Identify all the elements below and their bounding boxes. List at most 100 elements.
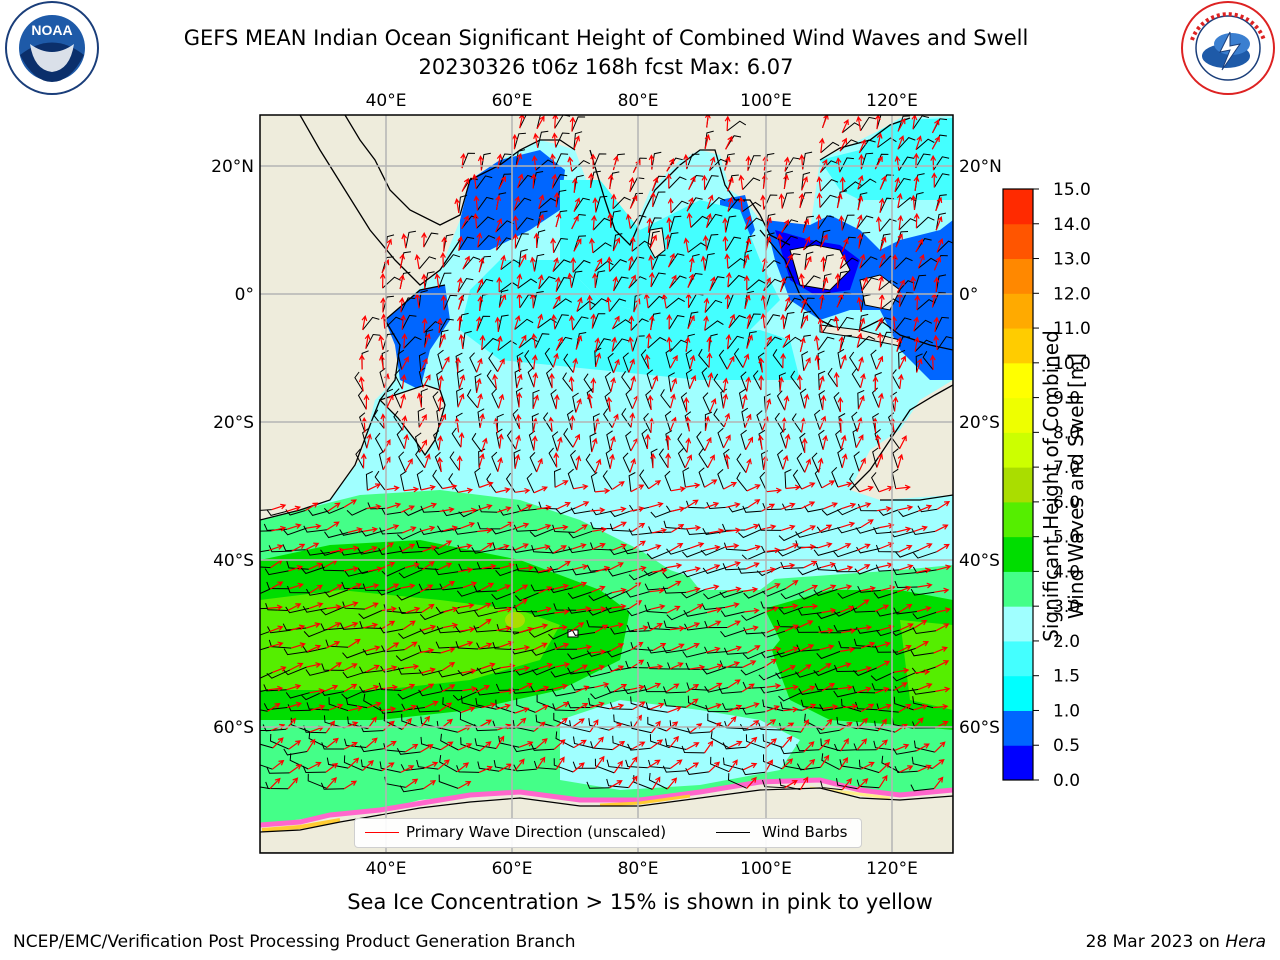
wave-direction-arrow [462,255,470,270]
wave-direction-arrow [841,502,857,510]
wind-barb [403,336,422,349]
wave-direction-arrow [725,661,741,669]
wind-barb [781,503,802,511]
wave-direction-arrow [898,564,914,571]
wind-barb [266,509,287,516]
wave-direction-arrow [859,253,866,269]
wave-direction-arrow [822,434,828,450]
wave-direction-arrow [728,313,736,329]
wave-direction-arrow [268,641,284,648]
wave-direction-arrow [781,758,794,770]
wave-direction-arrow [514,543,529,551]
wave-direction-arrow [935,196,943,212]
wind-barb [529,685,554,693]
wave-direction-arrow [704,501,720,509]
wave-direction-arrow [538,586,553,594]
wave-direction-arrow [514,315,521,330]
wave-direction-arrow [495,194,502,210]
wave-direction-arrow [745,562,760,570]
wind-barb [436,626,461,634]
wave-direction-arrow [591,437,598,453]
wave-direction-arrow [894,667,910,674]
wave-direction-arrow [933,776,944,789]
wave-direction-arrow [401,683,416,692]
wave-direction-arrow [669,625,686,632]
wave-direction-arrow [611,481,625,491]
wave-direction-arrow [633,625,649,631]
wind-barb [343,755,363,771]
wind-barb [563,428,574,448]
wind-barb [612,735,633,750]
wave-direction-arrow [575,398,582,413]
wind-barb [397,667,422,675]
wind-barb [418,669,443,676]
wave-direction-arrow [857,233,863,249]
wave-direction-arrow [477,642,493,650]
wave-direction-arrow [667,562,683,569]
wave-direction-arrow [803,560,818,569]
wave-direction-arrow [802,703,817,711]
wave-direction-arrow [381,561,396,569]
wave-direction-arrow [518,334,527,349]
wind-barb [649,230,660,249]
lon-tick: 100°E [740,91,792,111]
wave-direction-arrow [329,547,345,554]
wind-barb [486,369,497,390]
wind-barb [536,229,546,248]
wind-barb [379,626,404,634]
wave-direction-arrow [400,583,416,590]
wave-direction-arrow [650,702,665,710]
wave-direction-arrow [722,434,731,449]
wave-direction-arrow [571,622,585,632]
wind-barb [696,431,706,452]
wave-direction-arrow [878,762,891,774]
wave-direction-arrow [518,253,527,268]
wind-barb [606,778,629,789]
wind-barb [764,336,782,350]
wave-direction-arrow [707,620,722,629]
wind-barb [260,530,272,532]
wave-direction-arrow [686,212,693,228]
lon-tick: 60°E [492,859,533,879]
wave-direction-arrow [706,336,713,352]
wave-direction-arrow [784,779,798,789]
wave-direction-arrow [804,255,812,271]
wind-barb [874,429,881,450]
wave-direction-arrow [839,137,847,152]
wind-barb [544,347,554,368]
wave-direction-arrow [913,175,920,191]
wave-direction-arrow [761,503,776,512]
wave-direction-arrow [629,506,645,512]
wind-barb [736,453,747,473]
wave-direction-arrow [931,172,938,188]
wind-barb [513,132,526,150]
lat-tick: 0° [959,285,978,305]
wind-barb [263,523,288,531]
wind-barb [813,549,838,556]
wind-barb [405,230,416,249]
wind-barb [563,353,574,373]
wind-barb [833,690,858,698]
wave-direction-arrow [457,235,464,251]
wind-barb [743,249,753,269]
wave-direction-arrow [918,543,933,551]
wind-barb [894,317,912,331]
wind-barb [282,666,307,676]
wind-barb [722,742,747,750]
wave-direction-arrow [858,457,866,472]
wind-barb [758,722,781,731]
wind-barb [858,313,869,332]
wave-direction-arrow [897,118,906,132]
wave-direction-arrow [723,481,738,490]
wind-barb [416,759,439,770]
wind-barb [857,178,877,190]
wave-direction-arrow [364,684,380,692]
wind-barb [435,641,460,649]
wave-direction-arrow [536,606,552,613]
wind-barb [266,581,290,590]
wind-barb [260,786,271,790]
wind-barb [625,660,649,669]
wave-direction-arrow [801,176,808,191]
wave-direction-arrow [477,602,492,611]
wave-direction-arrow [477,155,484,171]
